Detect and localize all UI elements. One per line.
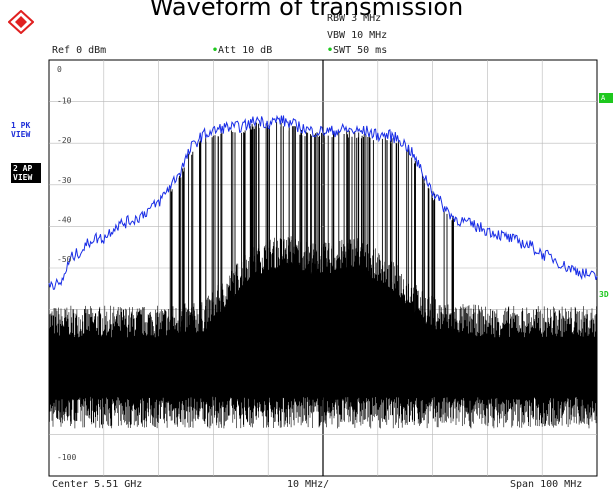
y-tick-label: -30: [57, 176, 72, 185]
ap-trace-series: [48, 236, 598, 429]
ref-level-readout: Ref 0 dBm: [52, 45, 107, 56]
y-tick-label: -100: [57, 453, 76, 462]
pk-trace-series: [48, 114, 598, 290]
ap-trace-layer: [48, 122, 598, 429]
trace2-mode: 2 AP: [13, 164, 33, 173]
swt-indicator-icon: •: [327, 45, 334, 56]
sweep-time-readout: SWT 50 ms: [333, 45, 388, 56]
trace2-state: VIEW: [13, 173, 33, 182]
trace1-label[interactable]: 1 PK VIEW: [11, 121, 41, 139]
trace1-state: VIEW: [11, 130, 31, 139]
span-readout: Span 100 MHz: [510, 479, 583, 490]
y-tick-label: 0: [57, 65, 62, 74]
rbw-readout: RBW 3 MHz: [327, 13, 382, 24]
y-tick-labels: 0 -10 -20 -30 -40 -50 -100: [57, 65, 76, 462]
label-3d: 3D: [599, 290, 609, 299]
att-indicator-icon: •: [212, 45, 219, 56]
trace2-label[interactable]: 2 AP VIEW: [11, 163, 41, 183]
center-frequency: Center 5.51 GHz: [52, 479, 143, 490]
y-tick-label: -20: [57, 136, 72, 145]
per-division: 10 MHz/: [287, 479, 330, 490]
y-tick-label: -10: [57, 97, 72, 106]
y-tick-label: -50: [57, 255, 72, 264]
trace1-mode: 1 PK: [11, 121, 31, 130]
pk-trace-layer: [48, 114, 598, 290]
y-tick-label: -40: [57, 215, 72, 224]
page-title: Waveform of transmission: [149, 0, 464, 21]
marker-a-badge: A: [599, 93, 613, 103]
rohde-schwarz-logo: [8, 10, 34, 34]
attenuation-readout: Att 10 dB: [218, 45, 273, 56]
vbw-readout: VBW 10 MHz: [327, 30, 388, 41]
ap-trace-bursts: [169, 122, 454, 338]
